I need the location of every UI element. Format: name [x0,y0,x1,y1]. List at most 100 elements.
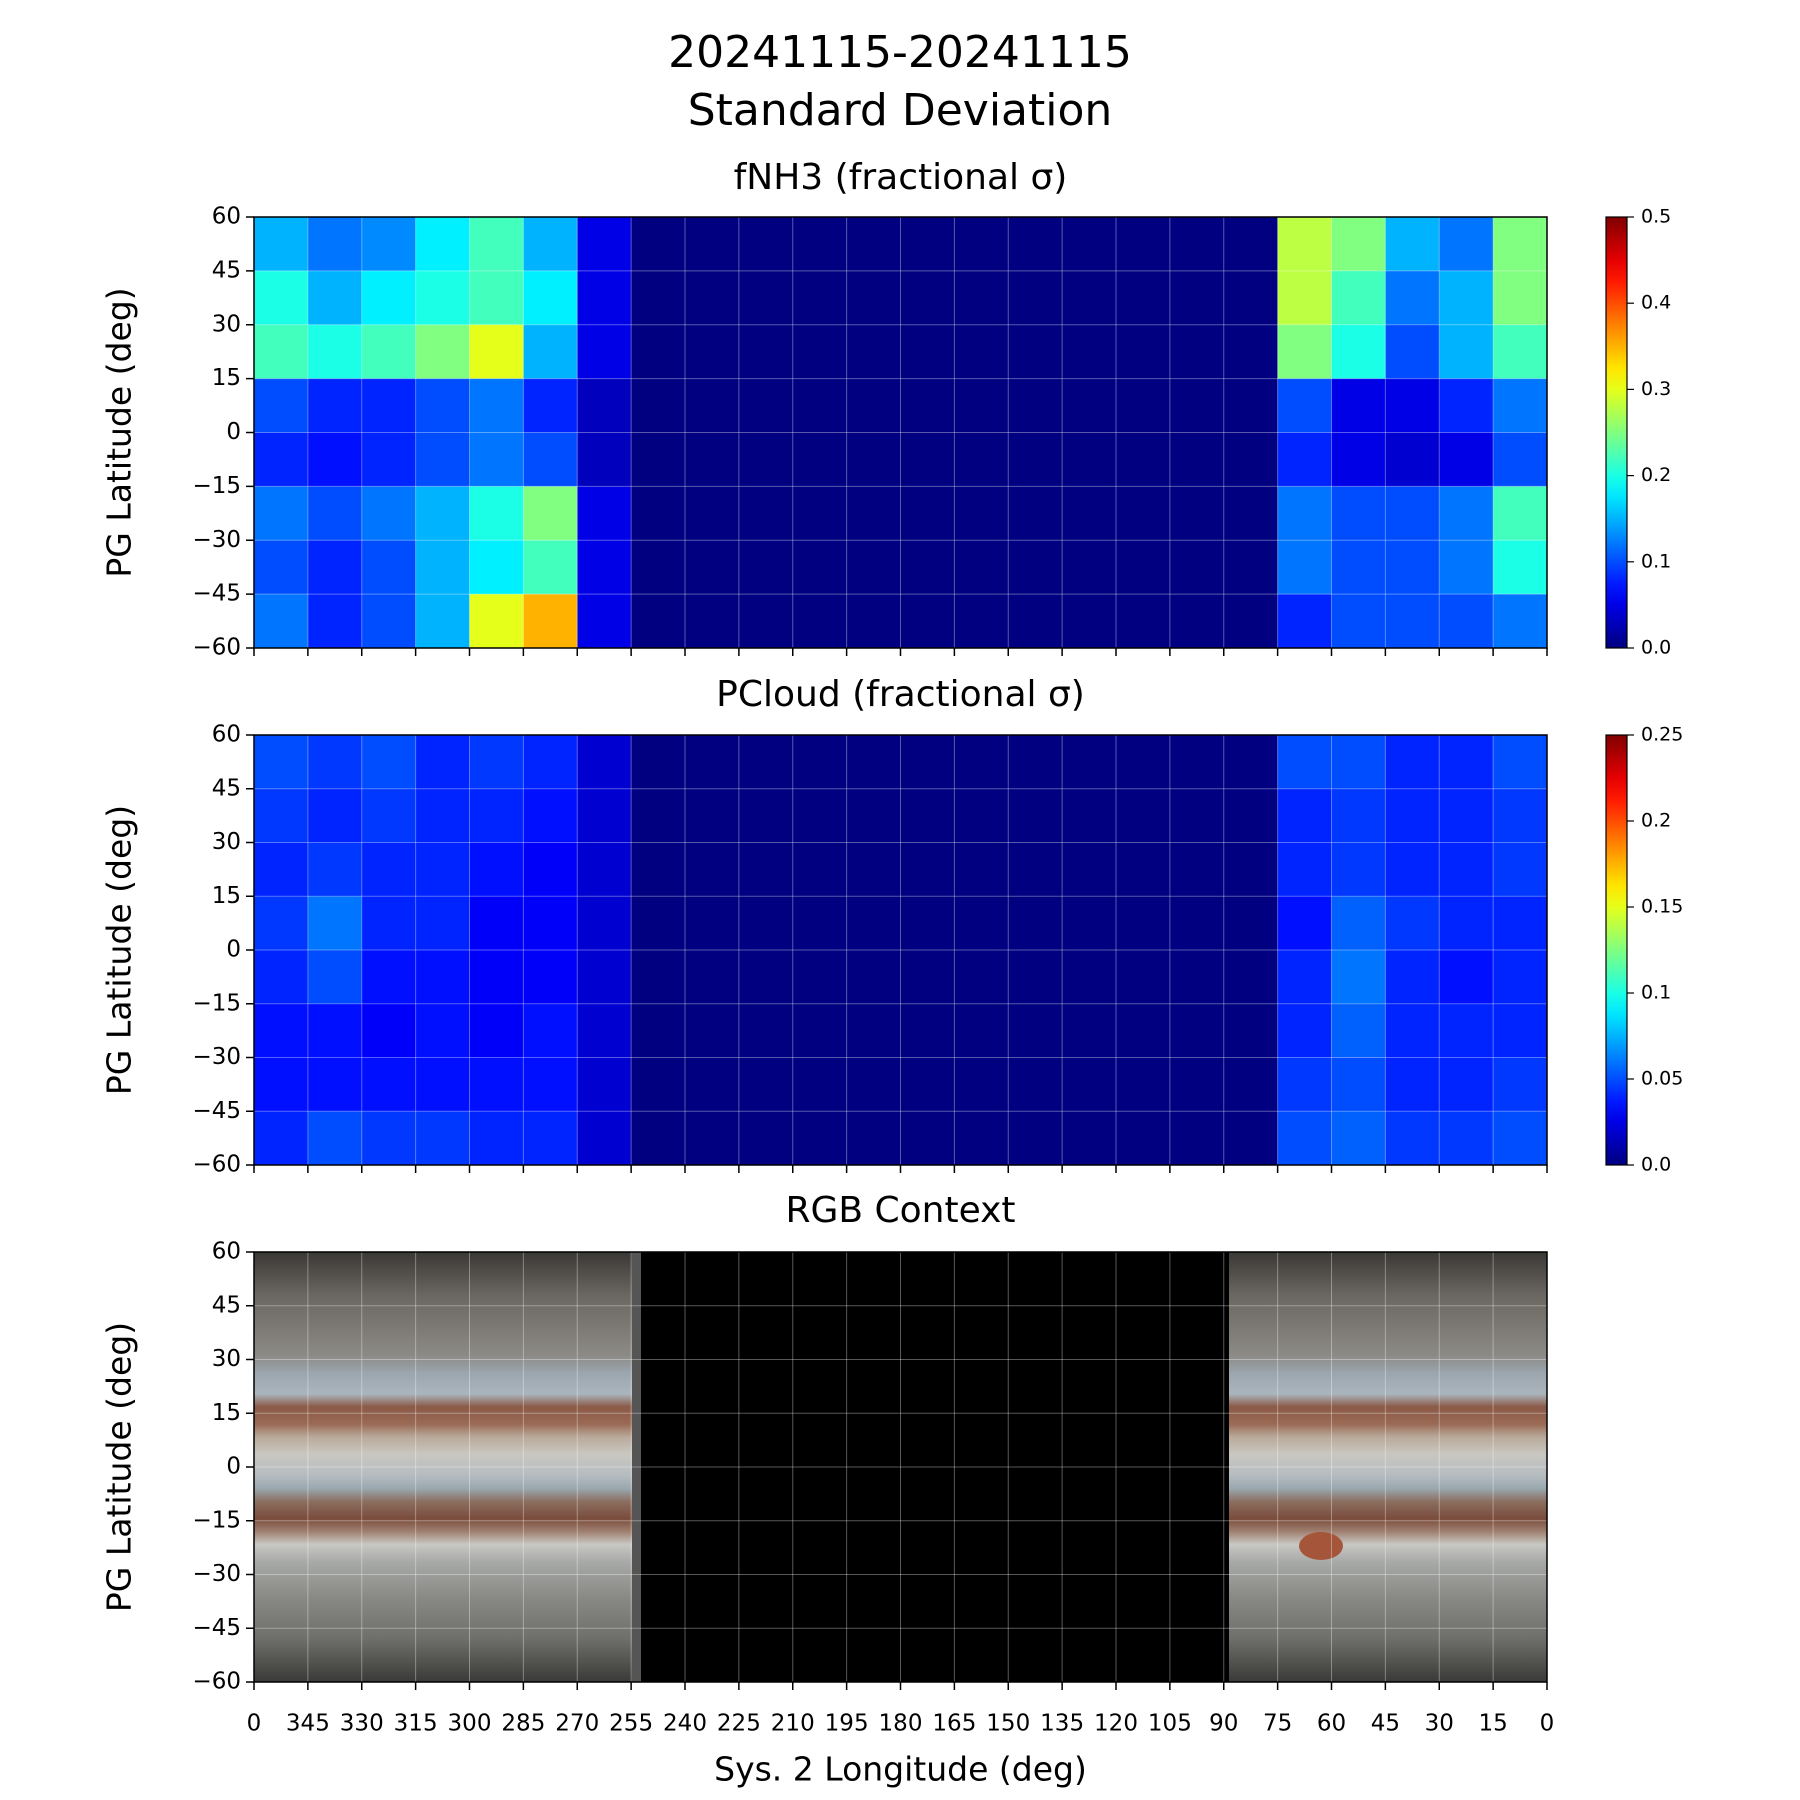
heatmap-cell [846,842,901,897]
heatmap-cell [469,270,524,326]
x-tick-label: 315 [394,1711,438,1737]
heatmap-cell [254,735,309,790]
heatmap-cell [685,540,740,595]
heatmap-cell [1169,1003,1225,1058]
heatmap-cell [1439,594,1494,649]
heatmap-cell [1008,788,1063,843]
heatmap-cell [685,378,740,433]
heatmap-cell [1331,842,1386,897]
heatmap-cell [1008,735,1063,790]
heatmap-cell [792,217,848,272]
heatmap-cell [631,788,686,843]
heatmap-cell [1062,324,1117,380]
heatmap-cell [1169,270,1225,326]
heatmap-cell [469,842,524,897]
heatmap-cell [523,1111,578,1166]
heatmap-cell [1062,594,1117,649]
heatmap-cell [1493,270,1548,326]
heatmap-cell [1439,270,1494,326]
heatmap-cell [1116,735,1171,790]
heatmap-cell [631,896,686,951]
heatmap-cell [1008,594,1063,649]
heatmap-cell [1439,378,1494,433]
colorbar-tick-label: 0.05 [1641,1068,1683,1090]
heatmap-cell [1331,1057,1386,1112]
y-tick-label: 45 [212,1292,241,1318]
heatmap-cell [738,842,794,897]
x-tick-label: 345 [286,1711,330,1737]
heatmap-cell [1008,486,1063,541]
heatmap-cell [577,1003,632,1058]
heatmap-cell [307,896,363,951]
x-tick-label: 165 [932,1711,976,1737]
heatmap-cell [1439,788,1494,843]
heatmap-cell [469,486,524,541]
heatmap-cell [792,378,848,433]
heatmap-cell [307,1003,363,1058]
y-axis-label: PG Latitude (deg) [100,287,139,577]
y-tick-label: −30 [192,1561,241,1587]
panel-title: fNH3 (fractional σ) [734,157,1068,198]
heatmap-cell [900,540,955,595]
heatmap-cell [1385,270,1440,326]
heatmap-cell [1116,1111,1171,1166]
heatmap-cell [792,735,848,790]
y-tick-label: −15 [192,473,241,499]
heatmap-cell [307,540,363,595]
heatmap-cell [900,217,955,272]
heatmap-cell [307,842,363,897]
heatmap-cell [631,270,686,326]
heatmap-cell [738,540,794,595]
heatmap-cell [954,842,1009,897]
y-tick-label: 15 [212,365,241,391]
heatmap-cell [1277,324,1332,380]
heatmap-cell [1223,594,1279,649]
figure-subtitle: Standard Deviation [688,85,1113,136]
heatmap-cell [307,594,363,649]
heatmap-cell [846,540,901,595]
heatmap-cell [307,378,363,433]
heatmap-cell [1223,950,1279,1005]
heatmap-cell [1062,540,1117,595]
y-tick-label: −60 [192,635,241,661]
heatmap-cell [846,1111,901,1166]
heatmap-cell [792,540,848,595]
y-tick-label: −45 [192,1098,241,1124]
heatmap-cell [685,324,740,380]
heatmap-cell [846,1003,901,1058]
heatmap-cell [1008,1111,1063,1166]
heatmap-cell [1277,378,1332,433]
heatmap-cell [631,432,686,487]
heatmap-cell [1385,540,1440,595]
heatmap-cell [1169,378,1225,433]
heatmap-cell [1277,594,1332,649]
heatmap-cell [1116,896,1171,951]
heatmap-cell [900,378,955,433]
y-tick-label: −30 [192,1044,241,1070]
heatmap-cell [523,1057,578,1112]
x-tick-label: 120 [1094,1711,1138,1737]
heatmap-cell [1277,950,1332,1005]
heatmap-cell [846,378,901,433]
heatmap-cell [1493,842,1548,897]
heatmap-cell [954,594,1009,649]
heatmap-cell [1331,1003,1386,1058]
heatmap-cell [1008,1003,1063,1058]
heatmap-cell [1277,735,1332,790]
heatmap-cell [307,432,363,487]
heatmap-cell [307,788,363,843]
heatmap-cell [1062,788,1117,843]
heatmap-cell [1116,540,1171,595]
heatmap-cell [1008,950,1063,1005]
heatmap-cell [469,378,524,433]
heatmap-cell [846,217,901,272]
heatmap-cell [469,324,524,380]
heatmap-cell [738,432,794,487]
heatmap-cell [1493,1057,1548,1112]
heatmap-cell [415,950,470,1005]
x-axis-label: Sys. 2 Longitude (deg) [714,1750,1087,1789]
heatmap-cell [1277,788,1332,843]
heatmap-cell [577,842,632,897]
heatmap-cell [1277,842,1332,897]
heatmap-cell [1223,378,1279,433]
